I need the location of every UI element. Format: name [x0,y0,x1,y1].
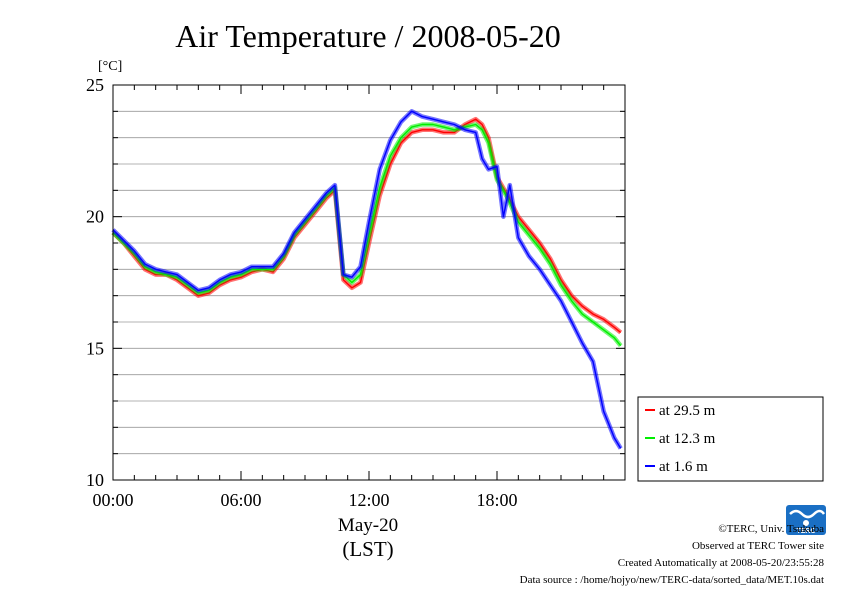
legend: at 29.5 m at 12.3 m at 1.6 m [637,396,824,482]
logo-text: TERC [796,528,815,535]
axis-ticks [112,84,626,481]
x-tick-label: 06:00 [220,490,261,510]
logo-drop-icon [803,520,809,526]
axis-tick-labels: 10 15 20 25 00:00 06:00 12:00 18:00 [86,75,518,510]
logo-wave-icon [789,509,826,519]
x-axis-date-label: May-20 [338,515,398,536]
legend-box [637,396,824,482]
footer-data-source: Data source : /home/hojyo/new/TERC-data/… [519,574,824,586]
footer-created: Created Automatically at 2008-05-20/23:5… [617,557,824,569]
footer-copyright: ©TERC, Univ. Tsukuba [718,523,824,535]
x-axis-timezone-label: (LST) [342,537,393,561]
footer-site: Observed at TERC Tower site [691,540,824,552]
x-tick-label: 00:00 [92,490,133,510]
series-lines [111,109,623,450]
terc-logo: TERC [786,505,826,535]
y-tick-label: 10 [86,470,104,490]
legend-label: at 29.5 m [659,403,716,419]
legend-label: at 12.3 m [659,431,716,447]
y-tick-label: 20 [86,207,104,227]
legend-label: at 1.6 m [659,459,708,475]
y-tick-label: 25 [86,75,104,95]
y-axis-unit-label: [°C] [98,59,122,74]
x-tick-label: 18:00 [476,490,517,510]
series-band-2 [111,109,623,450]
grid-lines [113,110,625,455]
x-tick-label: 12:00 [348,490,389,510]
y-tick-label: 15 [86,338,104,358]
chart-title: Air Temperature / 2008-05-20 [175,18,561,54]
series-line-1 [112,123,622,347]
series-line-2 [112,110,622,449]
